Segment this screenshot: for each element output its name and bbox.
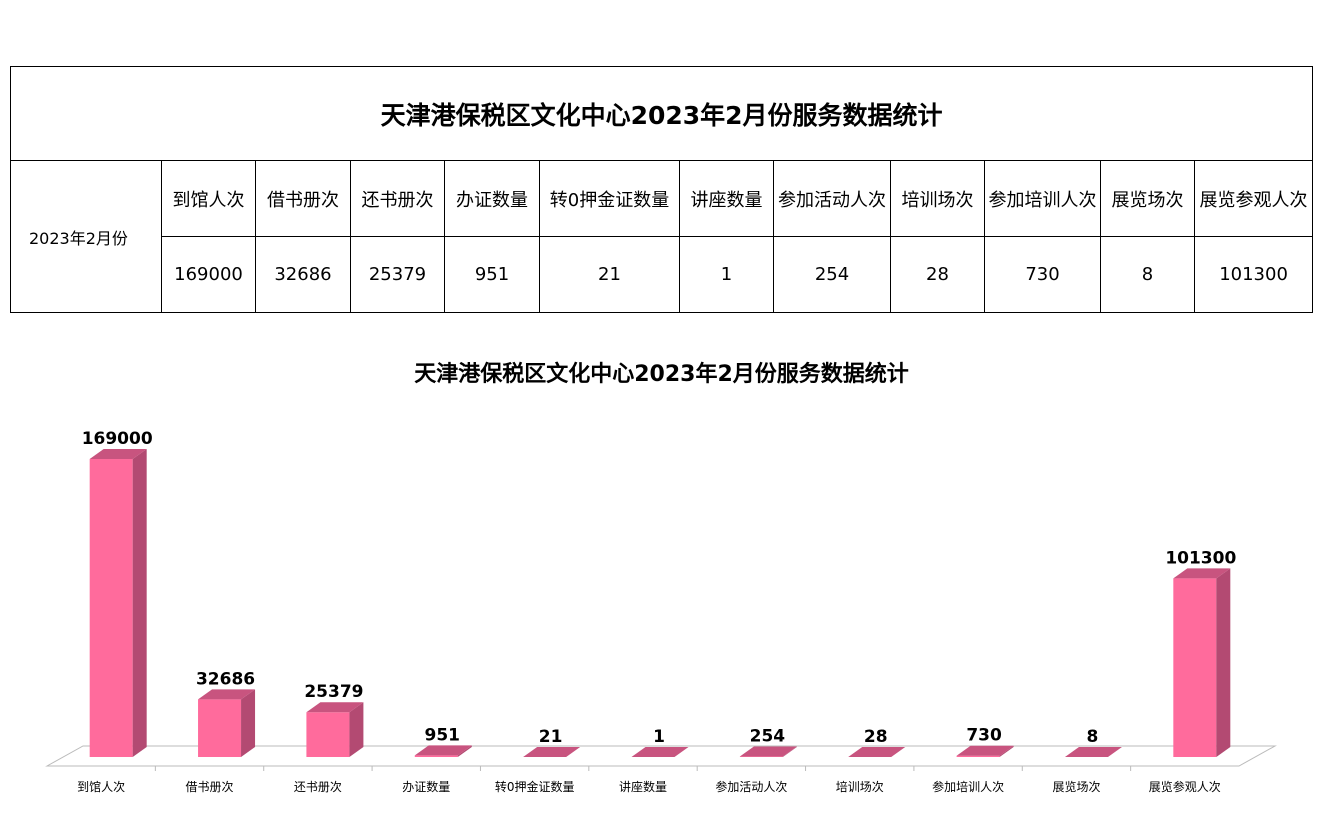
chart-data-labels: 169000 32686 25379 951 21 1 254 28 730 8 101300	[82, 429, 1237, 747]
value-loans: 32686	[255, 236, 351, 313]
bar-side	[1216, 568, 1231, 757]
data-label: 169000	[82, 429, 153, 449]
bar-front	[956, 755, 1000, 757]
value-lectures: 1	[679, 236, 774, 313]
header-exhibitions: 展览场次	[1100, 160, 1195, 237]
data-label: 8	[1087, 727, 1099, 747]
bar-front	[89, 459, 133, 757]
data-label: 254	[750, 727, 786, 747]
bar-side	[891, 746, 906, 757]
bar-top	[1064, 746, 1122, 757]
bar-top	[848, 746, 906, 757]
table-title: 天津港保税区文化中心2023年2月份服务数据统计	[9, 66, 1314, 161]
data-label: 730	[966, 726, 1002, 746]
header-zero-deposit-cards: 转0押金证数量	[539, 160, 680, 237]
bar-side	[782, 746, 797, 757]
header-cards-issued: 办证数量	[444, 160, 540, 237]
bar-front	[1173, 578, 1217, 757]
tick-label: 借书册次	[186, 780, 234, 794]
data-label: 21	[539, 727, 563, 747]
bar-top	[414, 745, 472, 756]
bar-top	[1173, 568, 1231, 579]
header-exhibition-visitors: 展览参观人次	[1193, 160, 1314, 237]
chart-x-axis: 到馆人次 借书册次 还书册次 办证数量 转0押金证数量 讲座数量 参加活动人次 培训场次 参加培…	[77, 766, 1221, 794]
bar-side	[566, 746, 581, 757]
header-returns: 还书册次	[350, 160, 445, 237]
period-cell: 2023年2月份	[10, 160, 162, 313]
chart-bars	[89, 449, 1231, 757]
bar-side	[999, 745, 1014, 757]
bar	[198, 689, 256, 757]
data-label: 25379	[304, 682, 363, 702]
value-returns: 25379	[350, 236, 445, 313]
value-cards-issued: 951	[444, 236, 540, 313]
tick-label: 讲座数量	[619, 779, 667, 794]
bar	[739, 746, 797, 757]
value-training-participants: 730	[984, 236, 1101, 313]
bar	[414, 745, 472, 757]
chart-title: 天津港保税区文化中心2023年2月份服务数据统计	[414, 362, 909, 387]
value-zero-deposit-cards: 21	[539, 236, 680, 313]
value-activity-participants: 254	[773, 236, 891, 313]
bar	[306, 702, 364, 757]
value-exhibitions: 8	[1100, 236, 1195, 313]
data-table: 天津港保税区文化中心2023年2月份服务数据统计 2023年2月份 到馆人次 借…	[9, 66, 1314, 313]
bar	[631, 746, 689, 757]
data-label: 1	[653, 727, 665, 747]
bar	[956, 745, 1014, 757]
bar-side	[1107, 746, 1122, 757]
tick-label: 还书册次	[294, 780, 342, 794]
chart-floor	[45, 745, 1277, 767]
value-visits: 169000	[161, 236, 256, 313]
bar-top	[956, 745, 1014, 756]
bar	[1173, 568, 1231, 757]
data-label: 951	[425, 725, 461, 745]
bar-side	[674, 746, 689, 757]
bar-top	[198, 689, 256, 700]
data-label: 28	[864, 727, 888, 747]
value-exhibition-visitors: 101300	[1193, 236, 1314, 313]
bar-side	[457, 745, 472, 757]
tick-label: 办证数量	[402, 779, 450, 794]
value-training-sessions: 28	[890, 236, 985, 313]
bar-top	[523, 746, 581, 757]
data-label: 101300	[1165, 548, 1236, 568]
header-loans: 借书册次	[255, 160, 351, 237]
bar-top	[631, 746, 689, 757]
bar	[89, 449, 147, 757]
bar-chart: 169000 32686 25379 951 21 1 254 28 730 8 101300 到馆…	[45, 429, 1277, 794]
header-visits: 到馆人次	[161, 160, 256, 237]
floor-plane	[45, 745, 1277, 767]
bar-front	[198, 699, 242, 757]
header-training-participants: 参加培训人次	[984, 160, 1101, 237]
bar-top	[89, 449, 147, 459]
tick-label: 展览参观人次	[1149, 779, 1221, 794]
bar-side	[241, 689, 256, 757]
tick-label: 培训场次	[836, 779, 884, 794]
bar-side	[349, 702, 364, 757]
tick-label: 参加活动人次	[715, 779, 787, 794]
tick-label: 参加培训人次	[932, 779, 1004, 794]
tick-label: 到馆人次	[77, 779, 125, 794]
bar-front	[306, 712, 350, 757]
data-label: 32686	[196, 669, 255, 689]
bar	[523, 746, 581, 757]
bar	[848, 746, 906, 757]
header-lectures: 讲座数量	[679, 160, 774, 237]
bar-side	[132, 449, 147, 757]
tick-label: 转0押金证数量	[495, 779, 575, 794]
bar	[1064, 746, 1122, 757]
header-training-sessions: 培训场次	[890, 160, 985, 237]
bar-top	[306, 702, 364, 713]
tick-label: 展览场次	[1052, 779, 1100, 794]
header-activity-participants: 参加活动人次	[773, 160, 891, 237]
bar-front	[414, 755, 458, 757]
bar-top	[739, 746, 797, 757]
